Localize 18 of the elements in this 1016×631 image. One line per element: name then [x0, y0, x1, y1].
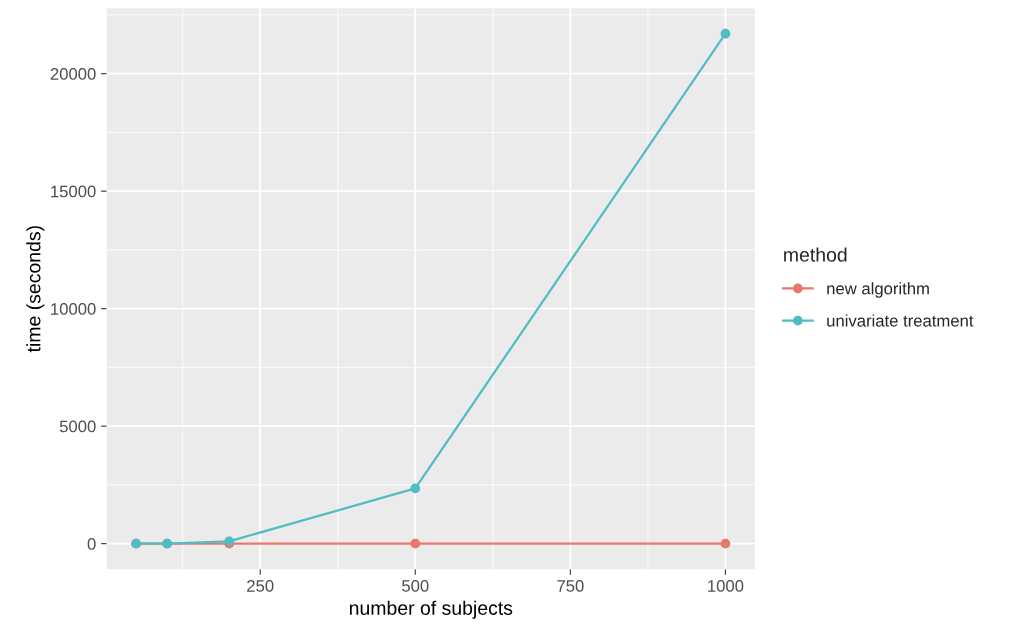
x-tick-label: 1000 [708, 580, 744, 592]
legend-label: new algorithm [827, 282, 929, 298]
y-tick-label: 0 [87, 538, 96, 550]
point [410, 483, 421, 494]
y-axis-title: time (seconds) [26, 226, 45, 353]
y-tick-label: 5000 [59, 420, 96, 433]
x-tick-label: 250 [247, 580, 274, 592]
legend-title: method [784, 247, 847, 262]
legend-label: univariate treatment [827, 314, 974, 327]
y-tick-label: 10000 [51, 303, 96, 315]
x-tick-label: 750 [557, 580, 584, 592]
y-tick-label: 15000 [51, 185, 96, 198]
x-axis-title: number of subjects [349, 600, 513, 619]
y-tick-label: 20000 [50, 68, 96, 80]
point [720, 538, 731, 549]
point [720, 28, 731, 39]
point [410, 538, 421, 549]
x-tick-label: 500 [402, 580, 429, 592]
